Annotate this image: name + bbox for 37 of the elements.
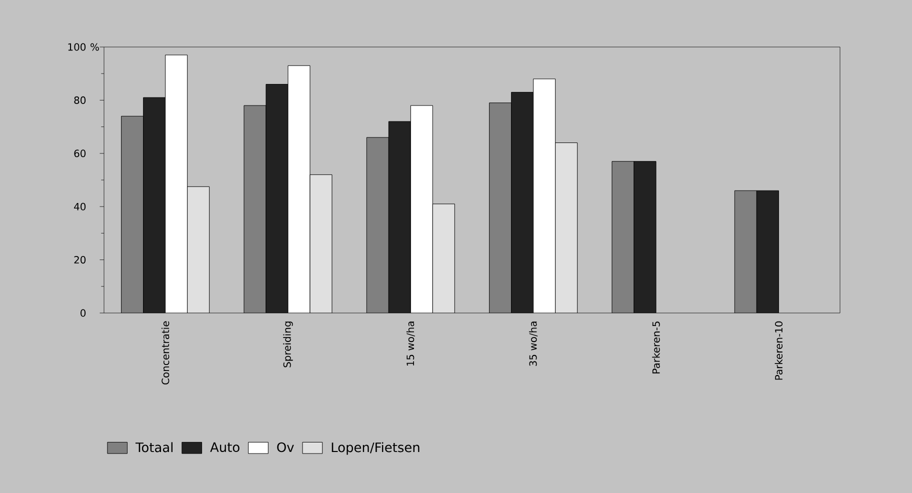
bar (121, 116, 144, 313)
bar (734, 190, 757, 313)
x-tick-label: 35 wo/ha (529, 322, 538, 366)
bar (756, 190, 779, 313)
bar (187, 186, 210, 313)
bar (266, 84, 288, 313)
bar (143, 97, 166, 313)
legend-label: Totaal (135, 442, 173, 452)
x-tick-label: Parkeren-10 (774, 321, 783, 380)
x-tick-label: Spreiding (283, 322, 293, 368)
bar (634, 161, 656, 313)
bar (366, 137, 389, 313)
x-tick-label: Concentratie (161, 321, 170, 384)
legend-label: Lopen/Fietsen (332, 442, 420, 455)
bar (612, 161, 634, 313)
y-tick-label: 20 (74, 256, 86, 264)
legend-label: Ov (277, 442, 294, 452)
bar (432, 204, 455, 313)
x-tick-label: 15 wo/ha (406, 322, 415, 366)
bar (533, 78, 556, 313)
bar (489, 102, 512, 313)
bar (388, 121, 411, 313)
bar (555, 142, 578, 313)
y-tick-label: 40 (74, 202, 86, 210)
y-tick-label: 60 (74, 150, 86, 158)
legend-label: Auto (210, 442, 240, 452)
bar (165, 54, 188, 313)
bar (511, 92, 534, 313)
y-axis-title: % (90, 43, 99, 51)
y-tick-label: 80 (74, 96, 86, 104)
bar (288, 65, 310, 313)
y-tick-label: 100 (68, 43, 86, 51)
bar (410, 105, 433, 313)
bar (310, 174, 332, 313)
y-tick-label: 0 (80, 309, 86, 317)
bar (244, 105, 266, 313)
x-tick-label: Parkeren-5 (652, 322, 660, 374)
